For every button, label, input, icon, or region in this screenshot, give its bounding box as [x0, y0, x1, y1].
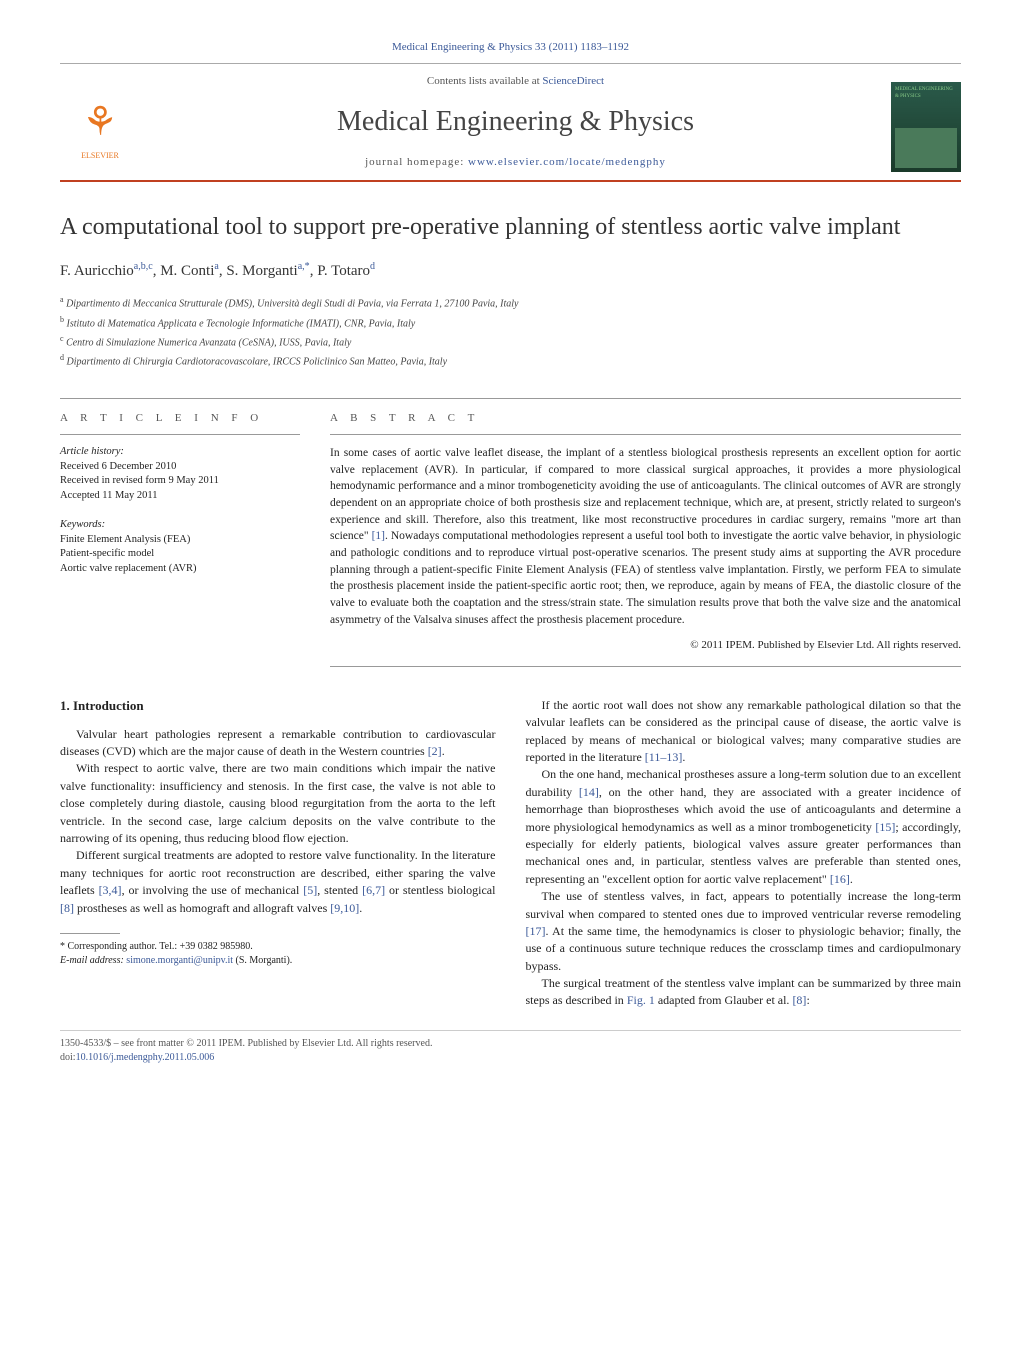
fig-link[interactable]: Fig. 1 [627, 993, 655, 1007]
ref-link[interactable]: [11–13] [645, 750, 683, 764]
ref-link[interactable]: [8] [792, 993, 806, 1007]
affiliation: d Dipartimento di Chirurgia Cardiotoraco… [60, 352, 961, 369]
author: F. Auricchioa,b,c [60, 263, 153, 279]
paragraph: With respect to aortic valve, there are … [60, 760, 496, 847]
ref-link[interactable]: [15] [875, 820, 895, 834]
front-matter-line: 1350-4533/$ – see front matter © 2011 IP… [60, 1037, 961, 1051]
abstract-text: In some cases of aortic valve leaflet di… [330, 445, 961, 628]
affiliation: b Istituto di Matematica Applicata e Tec… [60, 314, 961, 331]
elsevier-tree-icon: ⚘ [82, 94, 118, 150]
abstract-col: A B S T R A C T In some cases of aortic … [330, 399, 961, 667]
journal-header: ⚘ ELSEVIER Contents lists available at S… [60, 63, 961, 182]
elsevier-label: ELSEVIER [81, 150, 119, 161]
ref-link[interactable]: [14] [579, 785, 599, 799]
author: P. Totarod [317, 263, 375, 279]
ref-link[interactable]: [1] [372, 530, 385, 542]
keywords-label: Keywords: [60, 518, 300, 533]
cover-label: MEDICAL ENGINEERING & PHYSICS [895, 86, 957, 100]
article-title: A computational tool to support pre-oper… [60, 212, 961, 242]
ref-link[interactable]: [2] [428, 744, 442, 758]
email-line: E-mail address: simone.morganti@unipv.it… [60, 954, 496, 968]
paragraph: On the one hand, mechanical prostheses a… [526, 766, 962, 888]
authors-line: F. Auricchioa,b,c, M. Contia, S. Morgant… [60, 260, 961, 282]
keyword: Finite Element Analysis (FEA) [60, 533, 300, 548]
keywords-block: Keywords: Finite Element Analysis (FEA) … [60, 518, 300, 577]
history-label: Article history: [60, 445, 300, 460]
body-columns: 1. Introduction Valvular heart pathologi… [60, 697, 961, 1010]
ref-link[interactable]: [9,10] [330, 901, 359, 915]
citation-header: Medical Engineering & Physics 33 (2011) … [60, 40, 961, 55]
ref-link[interactable]: [8] [60, 901, 74, 915]
paragraph: The use of stentless valves, in fact, ap… [526, 888, 962, 975]
homepage-url[interactable]: www.elsevier.com/locate/medengphy [468, 156, 666, 168]
article-info-heading: A R T I C L E I N F O [60, 399, 300, 435]
article-info-col: A R T I C L E I N F O Article history: R… [60, 399, 300, 667]
corresp-label: * Corresponding author. Tel.: +39 0382 9… [60, 940, 496, 954]
contents-pre: Contents lists available at [427, 75, 542, 87]
author: S. Morgantia,* [226, 263, 309, 279]
keyword: Aortic valve replacement (AVR) [60, 562, 300, 577]
left-column: 1. Introduction Valvular heart pathologi… [60, 697, 496, 1010]
ref-link[interactable]: [6,7] [362, 883, 385, 897]
bottom-meta: 1350-4533/$ – see front matter © 2011 IP… [60, 1030, 961, 1065]
abstract-heading: A B S T R A C T [330, 399, 961, 435]
sciencedirect-link[interactable]: ScienceDirect [542, 75, 604, 87]
homepage-pre: journal homepage: [365, 156, 468, 168]
paragraph: Valvular heart pathologies represent a r… [60, 726, 496, 761]
history-item: Received in revised form 9 May 2011 [60, 474, 300, 489]
ref-link[interactable]: [16] [830, 872, 850, 886]
section-heading: 1. Introduction [60, 697, 496, 716]
cover-image-icon [895, 128, 957, 168]
doi-link[interactable]: 10.1016/j.medengphy.2011.05.006 [76, 1052, 215, 1063]
citation-text: Medical Engineering & Physics 33 (2011) … [392, 41, 629, 53]
journal-name: Medical Engineering & Physics [160, 102, 871, 141]
paragraph: Different surgical treatments are adopte… [60, 847, 496, 917]
history-item: Accepted 11 May 2011 [60, 489, 300, 504]
paragraph: The surgical treatment of the stentless … [526, 975, 962, 1010]
history-item: Received 6 December 2010 [60, 460, 300, 475]
ref-link[interactable]: [17] [526, 924, 546, 938]
corresponding-footnote: * Corresponding author. Tel.: +39 0382 9… [60, 940, 496, 968]
contents-line: Contents lists available at ScienceDirec… [160, 74, 871, 89]
journal-cover-thumb: MEDICAL ENGINEERING & PHYSICS [891, 82, 961, 172]
doi-line: doi:10.1016/j.medengphy.2011.05.006 [60, 1051, 961, 1065]
header-center: Contents lists available at ScienceDirec… [160, 74, 871, 180]
affiliation: c Centro di Simulazione Numerica Avanzat… [60, 333, 961, 350]
right-column: If the aortic root wall does not show an… [526, 697, 962, 1010]
info-abstract-row: A R T I C L E I N F O Article history: R… [60, 398, 961, 667]
footnote-rule [60, 933, 120, 934]
paragraph: If the aortic root wall does not show an… [526, 697, 962, 767]
author: M. Contia [160, 263, 219, 279]
ref-link[interactable]: [5] [303, 883, 317, 897]
elsevier-logo: ⚘ ELSEVIER [60, 87, 140, 167]
article-history: Article history: Received 6 December 201… [60, 445, 300, 504]
affiliations: a Dipartimento di Meccanica Strutturale … [60, 294, 961, 369]
homepage-line: journal homepage: www.elsevier.com/locat… [160, 155, 871, 170]
keyword: Patient-specific model [60, 547, 300, 562]
ref-link[interactable]: [3,4] [99, 883, 122, 897]
email-link[interactable]: simone.morganti@unipv.it [126, 955, 233, 966]
abstract-copyright: © 2011 IPEM. Published by Elsevier Ltd. … [330, 638, 961, 653]
affiliation: a Dipartimento di Meccanica Strutturale … [60, 294, 961, 311]
